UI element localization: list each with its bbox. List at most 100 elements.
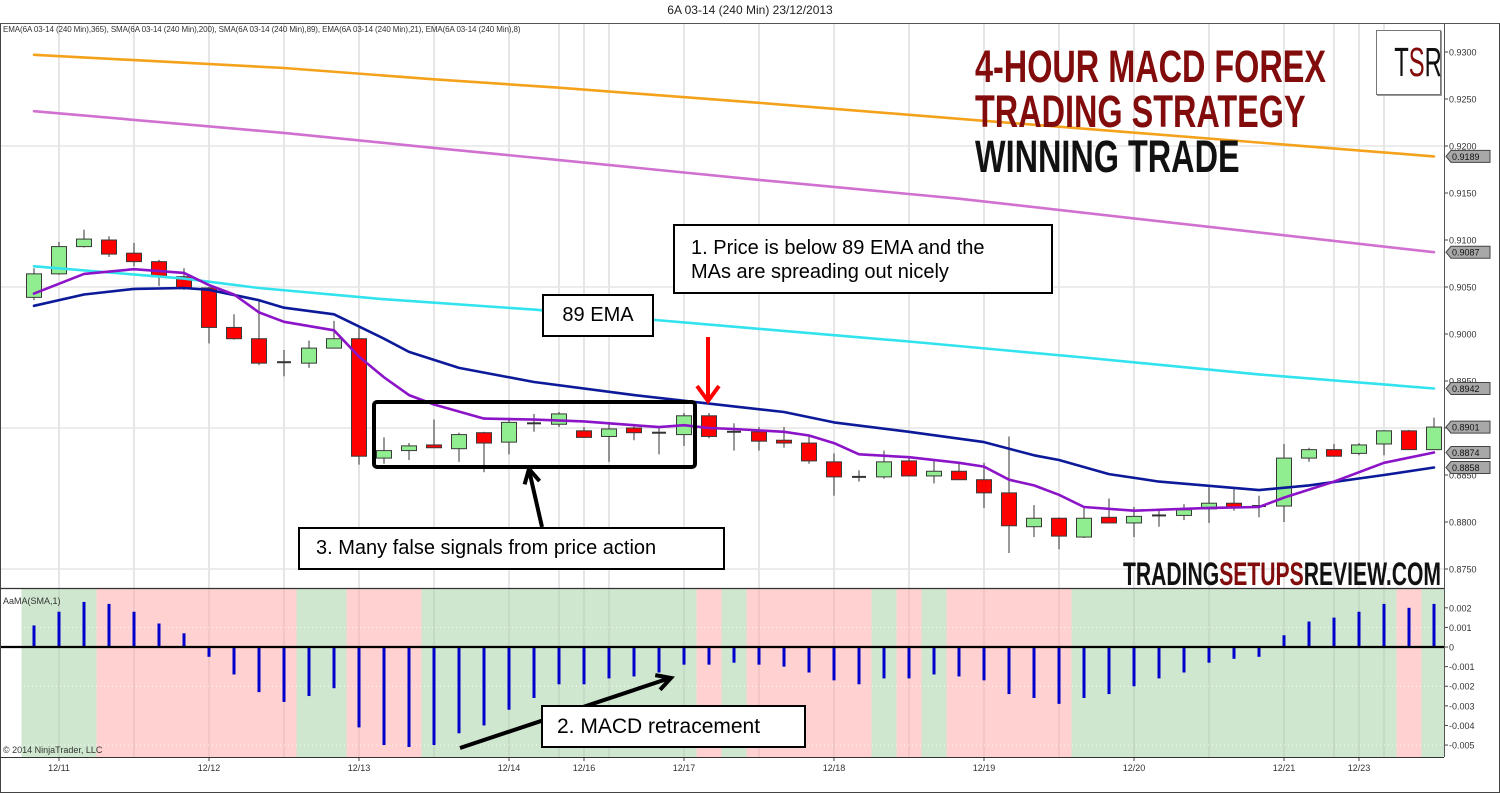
candle xyxy=(476,431,492,473)
macd-bar xyxy=(1082,647,1086,698)
price-axis-label: 0.8800 xyxy=(1449,518,1477,528)
candle-body-down xyxy=(751,431,767,442)
trend-shading-up xyxy=(1421,589,1444,757)
macd-bar xyxy=(932,647,936,675)
candle xyxy=(26,268,42,301)
macd-bar xyxy=(882,647,886,679)
price-axis-label: 0.9000 xyxy=(1449,330,1477,340)
annotation-line: 1. Price is below 89 EMA and the xyxy=(691,237,985,259)
candle xyxy=(1051,517,1067,550)
price-axis-label: 0.9250 xyxy=(1449,95,1477,105)
last-value-badge xyxy=(1445,245,1491,259)
macd-axis-label: -0.003 xyxy=(1449,701,1475,711)
macd-bar xyxy=(657,647,661,673)
candle-body-up xyxy=(1376,430,1392,445)
time-axis-label: 12/17 xyxy=(673,763,696,773)
candle-body-down xyxy=(901,460,917,477)
candle xyxy=(251,301,267,366)
candle xyxy=(826,453,842,496)
macd-bar xyxy=(57,611,61,648)
website-part-setups: SETUPS xyxy=(1219,556,1304,592)
last-value-badge xyxy=(1445,460,1491,474)
macd-bar xyxy=(682,647,686,665)
macd-bar xyxy=(1407,607,1411,648)
macd-bar xyxy=(957,647,961,677)
candle xyxy=(151,259,167,287)
candle xyxy=(76,229,92,248)
candle xyxy=(527,413,541,432)
candle xyxy=(501,417,517,455)
candle xyxy=(951,461,967,481)
candle xyxy=(376,437,392,464)
price-axis-label: 0.9050 xyxy=(1449,283,1477,293)
macd-bar xyxy=(1432,603,1436,648)
macd-bar xyxy=(1332,617,1336,648)
candle-body-down xyxy=(476,432,492,444)
candle-body-down xyxy=(101,239,117,255)
macd-bar xyxy=(1132,647,1136,687)
macd-bar xyxy=(1007,647,1011,695)
macd-bar xyxy=(557,647,561,685)
macd-bar xyxy=(332,647,336,689)
macd-bar xyxy=(807,647,811,673)
candle xyxy=(1351,443,1367,456)
macd-axis-label: 0.002 xyxy=(1449,603,1472,613)
annotation-false-signals: 3. Many false signals from price action xyxy=(298,527,725,570)
macd-bar xyxy=(157,623,161,648)
candle xyxy=(277,349,291,377)
moving-average-line xyxy=(32,53,1436,158)
candle-body-down xyxy=(251,338,267,364)
macd-bar xyxy=(757,647,761,665)
candle-body-down xyxy=(1326,449,1342,457)
macd-bar xyxy=(432,647,436,746)
macd-axis-label: -0.004 xyxy=(1449,721,1475,731)
annotation-macd-retracement: 2. MACD retracement xyxy=(541,705,806,748)
trend-shading-down xyxy=(96,589,297,757)
price-axis-label: 0.9100 xyxy=(1449,236,1477,246)
headline-line-3: WINNING TRADE xyxy=(975,134,1342,179)
candle xyxy=(776,427,792,448)
candle-body-up xyxy=(1426,426,1442,451)
last-value-badge-label: 0.8858 xyxy=(1452,463,1480,473)
price-axis-label: 0.9300 xyxy=(1449,48,1477,58)
macd-bar xyxy=(782,647,786,667)
candle-body-up xyxy=(1176,509,1192,516)
macd-bar xyxy=(582,647,586,685)
macd-bar xyxy=(1207,647,1211,663)
time-axis-label: 12/18 xyxy=(823,763,846,773)
time-axis-label: 12/20 xyxy=(1123,763,1146,773)
time-axis-label: 12/21 xyxy=(1273,763,1296,773)
candle xyxy=(201,287,217,344)
candle xyxy=(1176,504,1192,521)
time-axis-label: 12/19 xyxy=(973,763,996,773)
time-axis-label: 12/12 xyxy=(198,763,221,773)
macd-axis-label: 0 xyxy=(1449,643,1454,653)
macd-axis-label: 0.001 xyxy=(1449,623,1472,633)
macd-bar xyxy=(382,647,386,746)
logo-letter-r: R xyxy=(1424,39,1442,85)
website-text: TRADINGSETUPSREVIEW.COM xyxy=(1123,558,1441,590)
candle xyxy=(301,340,317,368)
time-axis-label: 12/13 xyxy=(348,763,371,773)
time-axis-label: 12/14 xyxy=(498,763,521,773)
website-watermark: TRADINGSETUPSREVIEW.COM xyxy=(1123,558,1500,590)
candle xyxy=(1301,447,1317,462)
candle xyxy=(326,320,342,349)
candle-body-down xyxy=(226,326,242,340)
macd-panel xyxy=(0,589,1444,757)
candle xyxy=(226,314,242,340)
candle xyxy=(976,462,992,508)
candle-body-up xyxy=(1126,515,1142,524)
macd-bar xyxy=(1157,647,1161,679)
macd-bar xyxy=(707,647,711,665)
annotation-line: MAs are spreading out nicely xyxy=(691,261,949,283)
macd-axis-label: -0.001 xyxy=(1449,662,1475,672)
macd-bar xyxy=(1257,647,1261,657)
price-axis-label: 0.9150 xyxy=(1449,189,1477,199)
logo-letter-t: T xyxy=(1394,39,1409,85)
candle xyxy=(1401,429,1417,451)
trend-shading-up xyxy=(1071,589,1397,757)
candle xyxy=(1001,436,1017,554)
chart-title: 6A 03-14 (240 Min) 23/12/2013 xyxy=(667,3,833,17)
macd-bar xyxy=(607,647,611,679)
